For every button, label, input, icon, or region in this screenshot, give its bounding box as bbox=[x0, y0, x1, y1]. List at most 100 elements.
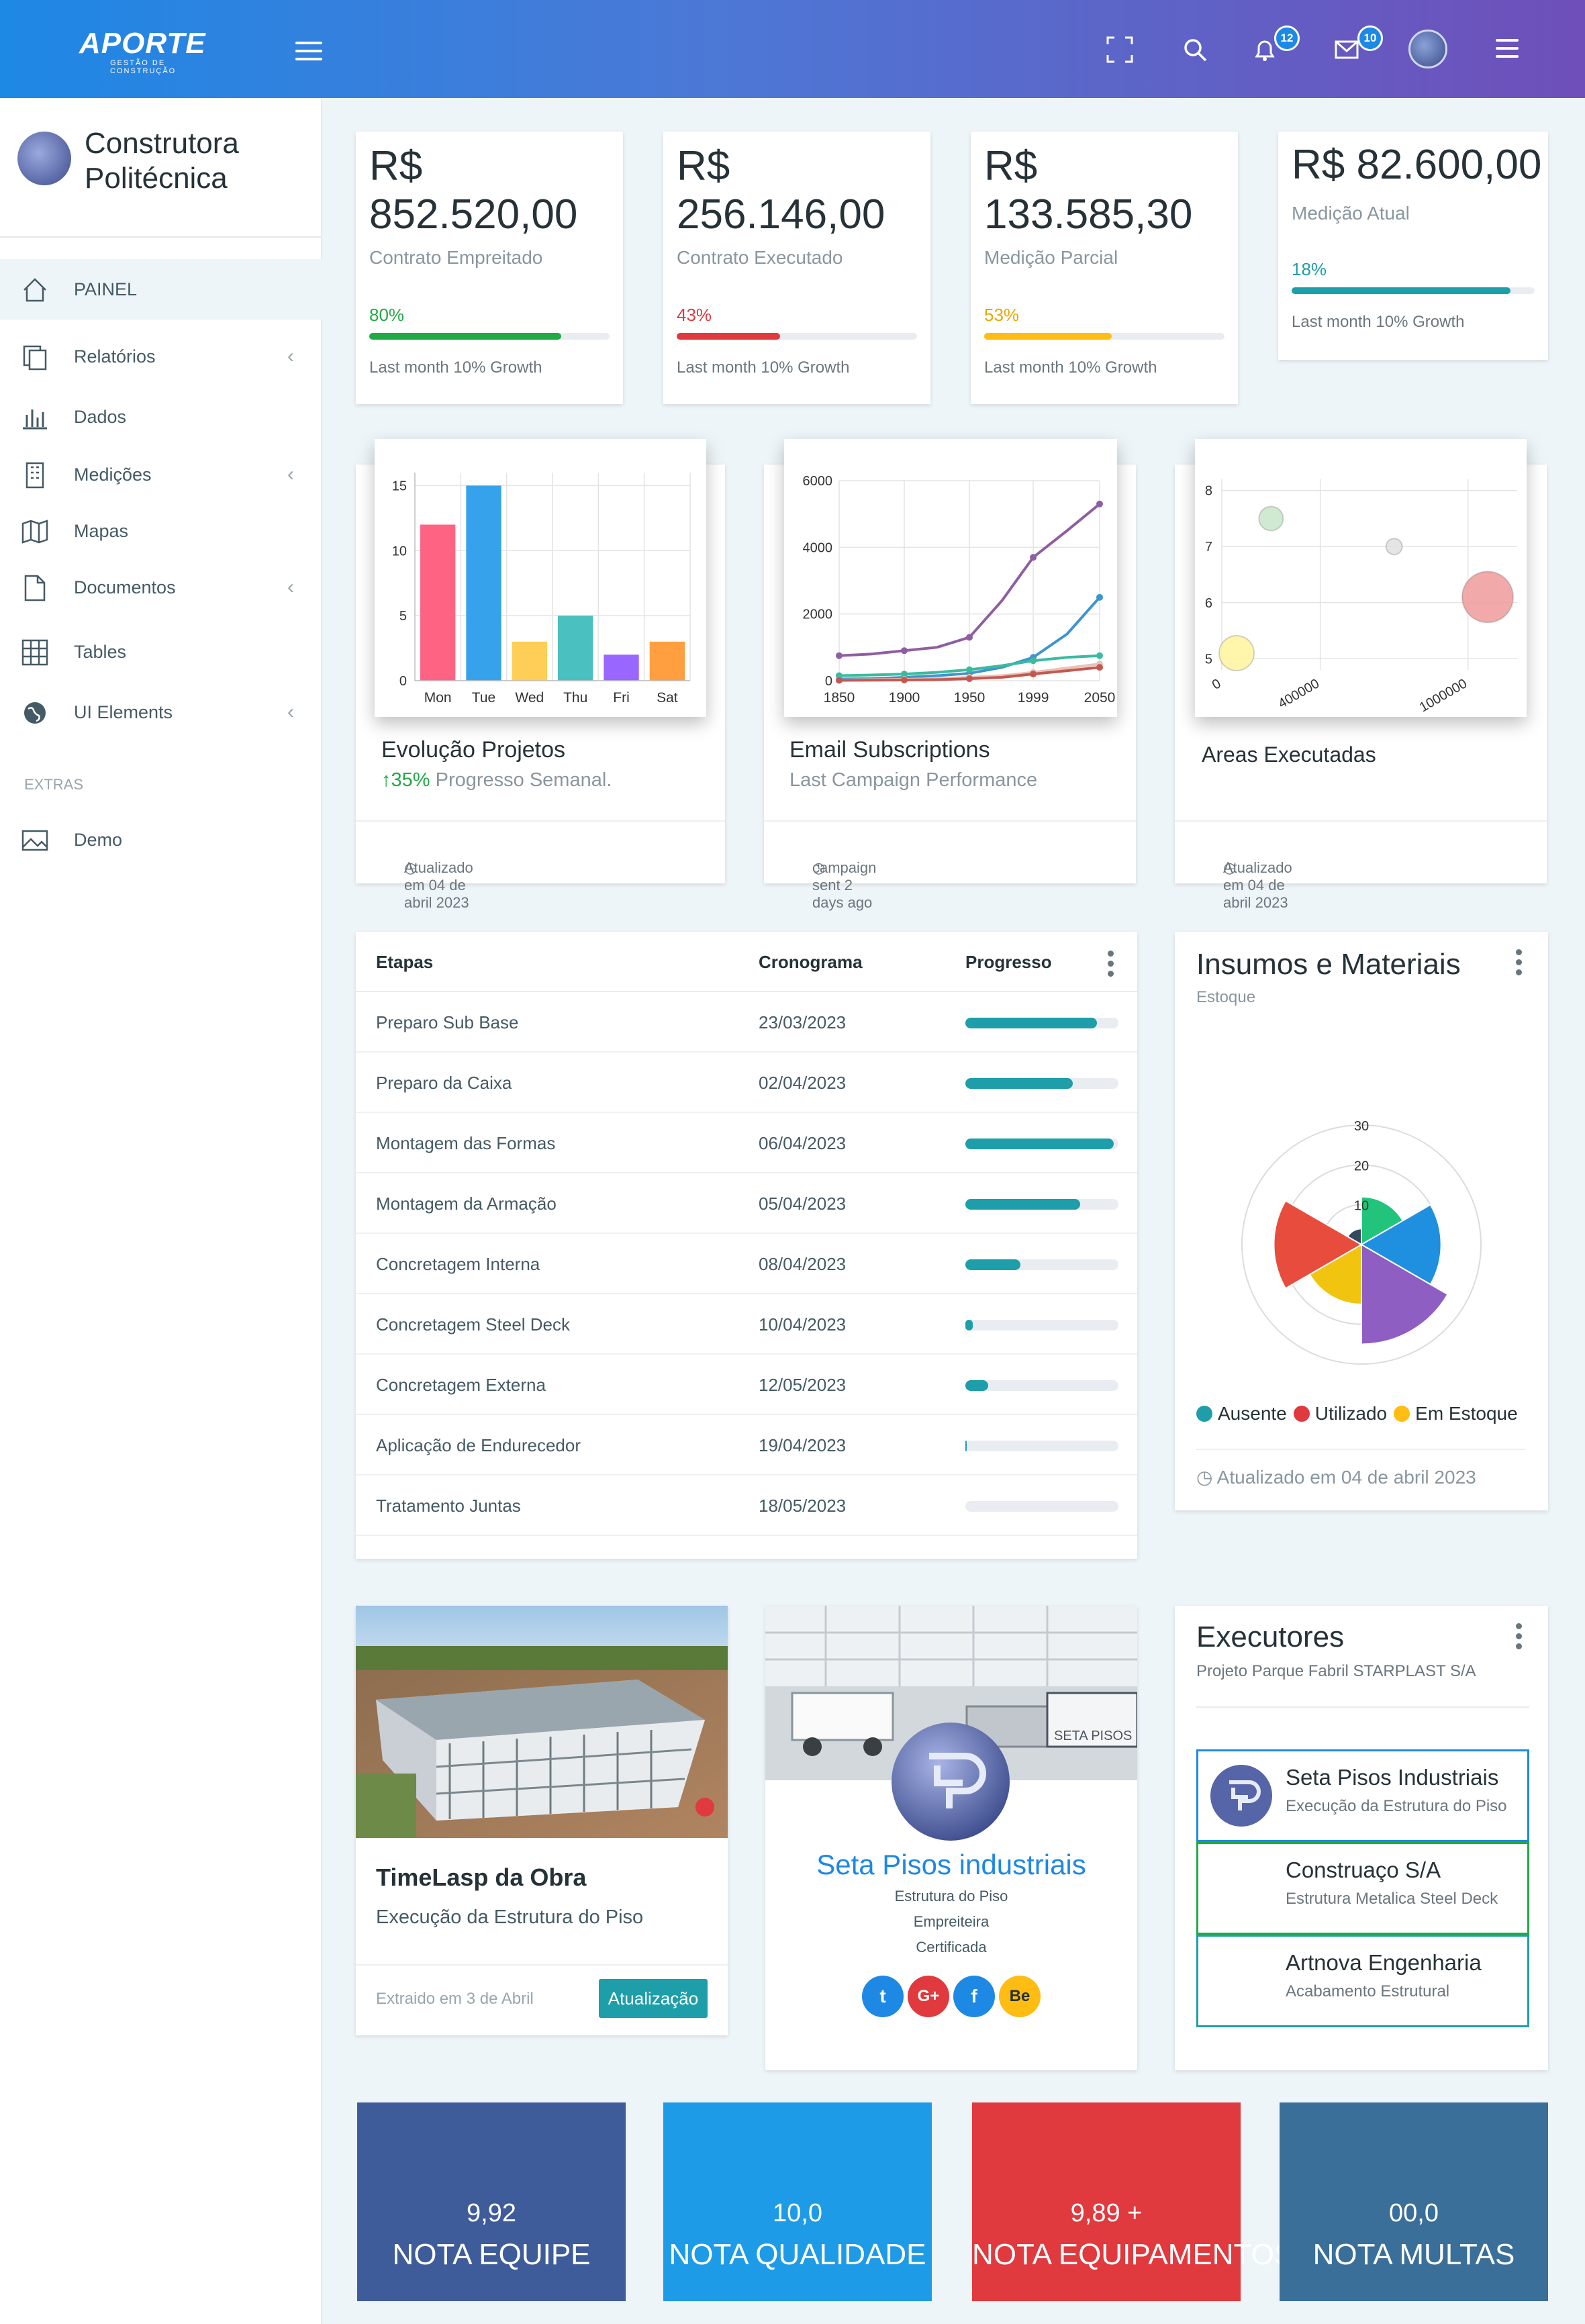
kpi-progress-bar bbox=[677, 333, 917, 340]
polar-segment bbox=[1347, 1228, 1362, 1246]
score-tile-equipe[interactable]: 9,92 NOTA EQUIPE bbox=[357, 2102, 626, 2301]
table-row[interactable]: Concretagem Interna 08/04/2023 bbox=[356, 1234, 1137, 1294]
polar-segment bbox=[1359, 1204, 1442, 1286]
google-plus-icon[interactable]: G+ bbox=[908, 1976, 949, 2017]
column-header-etapas[interactable]: Etapas bbox=[376, 952, 434, 972]
sidebar-item-relatorios[interactable]: Relatórios ‹ bbox=[0, 326, 322, 387]
sidebar-item-painel[interactable]: PAINEL bbox=[0, 259, 322, 320]
etapa-progress-bar bbox=[965, 1501, 1118, 1512]
company-avatar bbox=[17, 132, 71, 185]
score-tile-qualidade[interactable]: 10,0 NOTA QUALIDADE bbox=[663, 2102, 932, 2301]
footer-text: Atualizado em 04 de abril 2023 bbox=[1216, 1467, 1476, 1488]
etapa-date: 12/05/2023 bbox=[759, 1375, 847, 1395]
sidebar-section-label: EXTRAS bbox=[24, 776, 84, 793]
chart-legend: Ausente Utilizado Em Estoque bbox=[1196, 1403, 1525, 1424]
update-button[interactable]: Atualização bbox=[599, 1979, 708, 2018]
table-row[interactable]: Montagem das Formas 06/04/2023 bbox=[356, 1113, 1137, 1173]
banner-text: SETA PISOS INDUSTR bbox=[1054, 1729, 1137, 1743]
sidebar-item-label: Mapas bbox=[74, 521, 129, 541]
y-tick-label: 6 bbox=[1205, 596, 1212, 611]
sidebar-item-ui-elements[interactable]: UI Elements ‹ bbox=[0, 682, 322, 742]
sidebar-toggle-icon[interactable] bbox=[295, 42, 322, 62]
more-vert-icon[interactable] bbox=[1516, 949, 1523, 979]
list-item-executor[interactable]: Construaço S/A Estrutura Metalica Steel … bbox=[1196, 1842, 1529, 1935]
footer-text: Atualizado em 04 de abril 2023 bbox=[404, 859, 473, 911]
sidebar-item-tables[interactable]: Tables bbox=[0, 622, 322, 682]
kpi-label: Contrato Executado bbox=[677, 247, 843, 268]
arrow-up-icon: ↑ bbox=[381, 769, 391, 791]
company-line-3: Certificada bbox=[916, 1939, 987, 1955]
company-name[interactable]: Seta Pisos industriais bbox=[816, 1849, 1086, 1880]
executor-description: Execução da Estrutura do Piso bbox=[1286, 1797, 1507, 1815]
search-icon[interactable] bbox=[1180, 35, 1210, 64]
divider bbox=[1196, 1449, 1525, 1450]
construction-photo[interactable] bbox=[356, 1606, 728, 1838]
behance-icon[interactable]: Be bbox=[999, 1976, 1041, 2017]
data-point bbox=[1096, 664, 1103, 671]
globe-icon bbox=[24, 702, 46, 724]
polar-segment bbox=[1361, 1243, 1449, 1345]
etapa-date: 08/04/2023 bbox=[759, 1254, 847, 1274]
more-vert-icon[interactable] bbox=[1516, 1623, 1523, 1653]
more-vert-icon[interactable] bbox=[1108, 951, 1114, 981]
legend-label[interactable]: Utilizado bbox=[1314, 1403, 1388, 1424]
column-header-cronograma[interactable]: Cronograma bbox=[759, 952, 863, 972]
brand-logo[interactable]: APORTE GESTÃO DE CONSTRUÇÃO bbox=[79, 27, 227, 75]
score-tile-multas[interactable]: 00,0 NOTA MULTAS bbox=[1280, 2102, 1548, 2301]
kpi-card-medicao-atual: R$ 82.600,00 Medição Atual 18% Last mont… bbox=[1278, 132, 1548, 360]
sidebar-item-dados[interactable]: Dados bbox=[0, 387, 322, 447]
y-tick-label: 4000 bbox=[803, 540, 833, 555]
table-row[interactable]: Tratamento Juntas 18/05/2023 bbox=[356, 1475, 1137, 1536]
menu-icon[interactable] bbox=[1496, 39, 1519, 59]
company-logo-avatar[interactable] bbox=[890, 1721, 1011, 1842]
table-row[interactable]: Concretagem Steel Deck 10/04/2023 bbox=[356, 1294, 1137, 1355]
legend-label[interactable]: Ausente bbox=[1218, 1403, 1287, 1424]
card-title: Insumos e Materiais bbox=[1196, 948, 1461, 981]
executor-name: Artnova Engenharia bbox=[1286, 1950, 1482, 1975]
list-item-executor[interactable]: Seta Pisos Industriais Execução da Estru… bbox=[1196, 1749, 1529, 1842]
y-tick-label: 15 bbox=[392, 479, 407, 493]
bar bbox=[604, 655, 639, 681]
x-tick-label: 1000000 bbox=[1417, 676, 1470, 715]
etapa-name: Preparo Sub Base bbox=[376, 1012, 519, 1032]
sidebar-item-documentos[interactable]: Documentos ‹ bbox=[0, 557, 322, 618]
kpi-progress-bar bbox=[1292, 287, 1535, 294]
mail-icon[interactable] bbox=[1332, 35, 1361, 64]
data-point bbox=[966, 634, 973, 641]
facebook-icon[interactable]: f bbox=[953, 1976, 995, 2017]
score-label: NOTA MULTAS bbox=[1312, 2238, 1515, 2271]
legend-label[interactable]: Em Estoque bbox=[1415, 1403, 1518, 1424]
etapa-date: 02/04/2023 bbox=[759, 1073, 847, 1093]
sidebar-item-mapas[interactable]: Mapas bbox=[0, 501, 322, 561]
table-row[interactable]: Preparo Sub Base 23/03/2023 bbox=[356, 992, 1137, 1053]
kpi-percent: 43% bbox=[677, 305, 712, 325]
table-row[interactable]: Aplicação de Endurecedor 19/04/2023 bbox=[356, 1415, 1137, 1475]
kpi-percent: 53% bbox=[984, 305, 1020, 325]
table-row[interactable]: Concretagem Externa 12/05/2023 bbox=[356, 1355, 1137, 1415]
executor-name: Seta Pisos Industriais bbox=[1286, 1765, 1499, 1790]
score-tile-equipamentos[interactable]: 9,89 + NOTA EQUIPAMENTOS bbox=[972, 2102, 1294, 2301]
fullscreen-icon[interactable] bbox=[1105, 35, 1135, 64]
table-row[interactable]: Preparo da Caixa 02/04/2023 bbox=[356, 1053, 1137, 1113]
radial-gridline bbox=[1241, 1124, 1482, 1365]
sidebar-item-medicoes[interactable]: Medições ‹ bbox=[0, 444, 322, 505]
score-value: 9,89 + bbox=[1070, 2199, 1143, 2227]
twitter-icon[interactable]: t bbox=[862, 1976, 904, 2017]
data-point bbox=[901, 647, 908, 655]
list-item-executor[interactable]: Artnova Engenharia Acabamento Estrutural bbox=[1196, 1935, 1529, 2027]
column-header-progresso[interactable]: Progresso bbox=[965, 952, 1052, 972]
sidebar-user[interactable]: Construtora Politécnica bbox=[17, 126, 313, 207]
etapa-name: Concretagem Externa bbox=[376, 1375, 546, 1395]
score-label: NOTA EQUIPAMENTOS bbox=[972, 2238, 1294, 2271]
bubble bbox=[1461, 571, 1514, 624]
bubble-chart: 5 6 7 8 0 400000 1000000 bbox=[1195, 439, 1527, 717]
sidebar-item-demo[interactable]: Demo bbox=[0, 810, 322, 870]
bell-icon[interactable] bbox=[1250, 35, 1280, 64]
chevron-left-icon: ‹ bbox=[287, 345, 294, 367]
user-avatar[interactable] bbox=[1408, 30, 1447, 68]
sidebar-item-label: Dados bbox=[74, 407, 127, 427]
card-timelapse: TimeLasp da Obra Execução da Estrutura d… bbox=[356, 1606, 728, 2035]
x-tick-label: 400000 bbox=[1276, 676, 1322, 711]
y-tick-label: 6000 bbox=[803, 474, 833, 489]
table-row[interactable]: Montagem da Armação 05/04/2023 bbox=[356, 1173, 1137, 1234]
